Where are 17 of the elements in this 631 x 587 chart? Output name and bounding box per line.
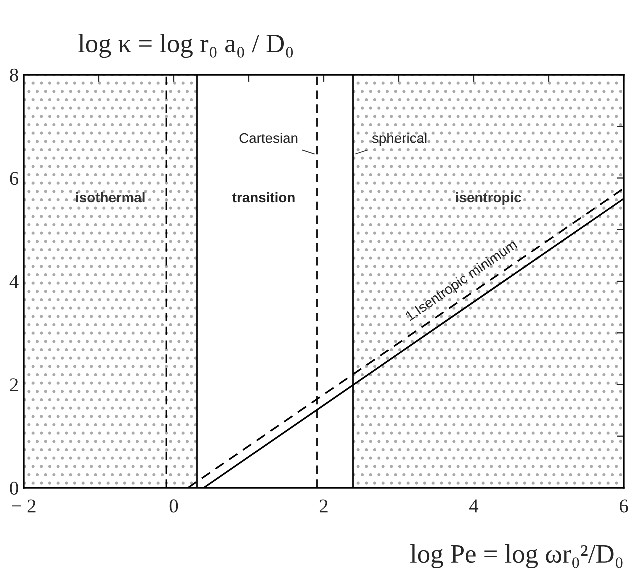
x-tick-label: 2	[320, 500, 328, 513]
y-tick-label: 6	[10, 172, 19, 186]
x-tick-label: 0	[170, 500, 178, 513]
annotation: transition	[232, 192, 295, 203]
y-tick-label: 2	[10, 378, 18, 392]
y-axis-title: log κ = log r₀ a₀ / D₀	[78, 34, 294, 58]
ref-line-label: spherical	[372, 133, 427, 146]
x-tick-label: − 2	[12, 500, 36, 513]
y-tick-label: 4	[10, 275, 19, 288]
band-label: isentropic	[456, 192, 522, 206]
ref-line-label: Cartesian	[240, 133, 298, 144]
band-label: isothermal	[76, 192, 145, 203]
y-tick-label: 8	[10, 68, 18, 82]
x-tick-label: 4	[470, 500, 479, 513]
y-tick-label: 0	[10, 482, 18, 495]
x-tick-label: 6	[620, 500, 628, 513]
x-axis-title: log Pe = log ωr₀²/D₀	[410, 544, 623, 569]
